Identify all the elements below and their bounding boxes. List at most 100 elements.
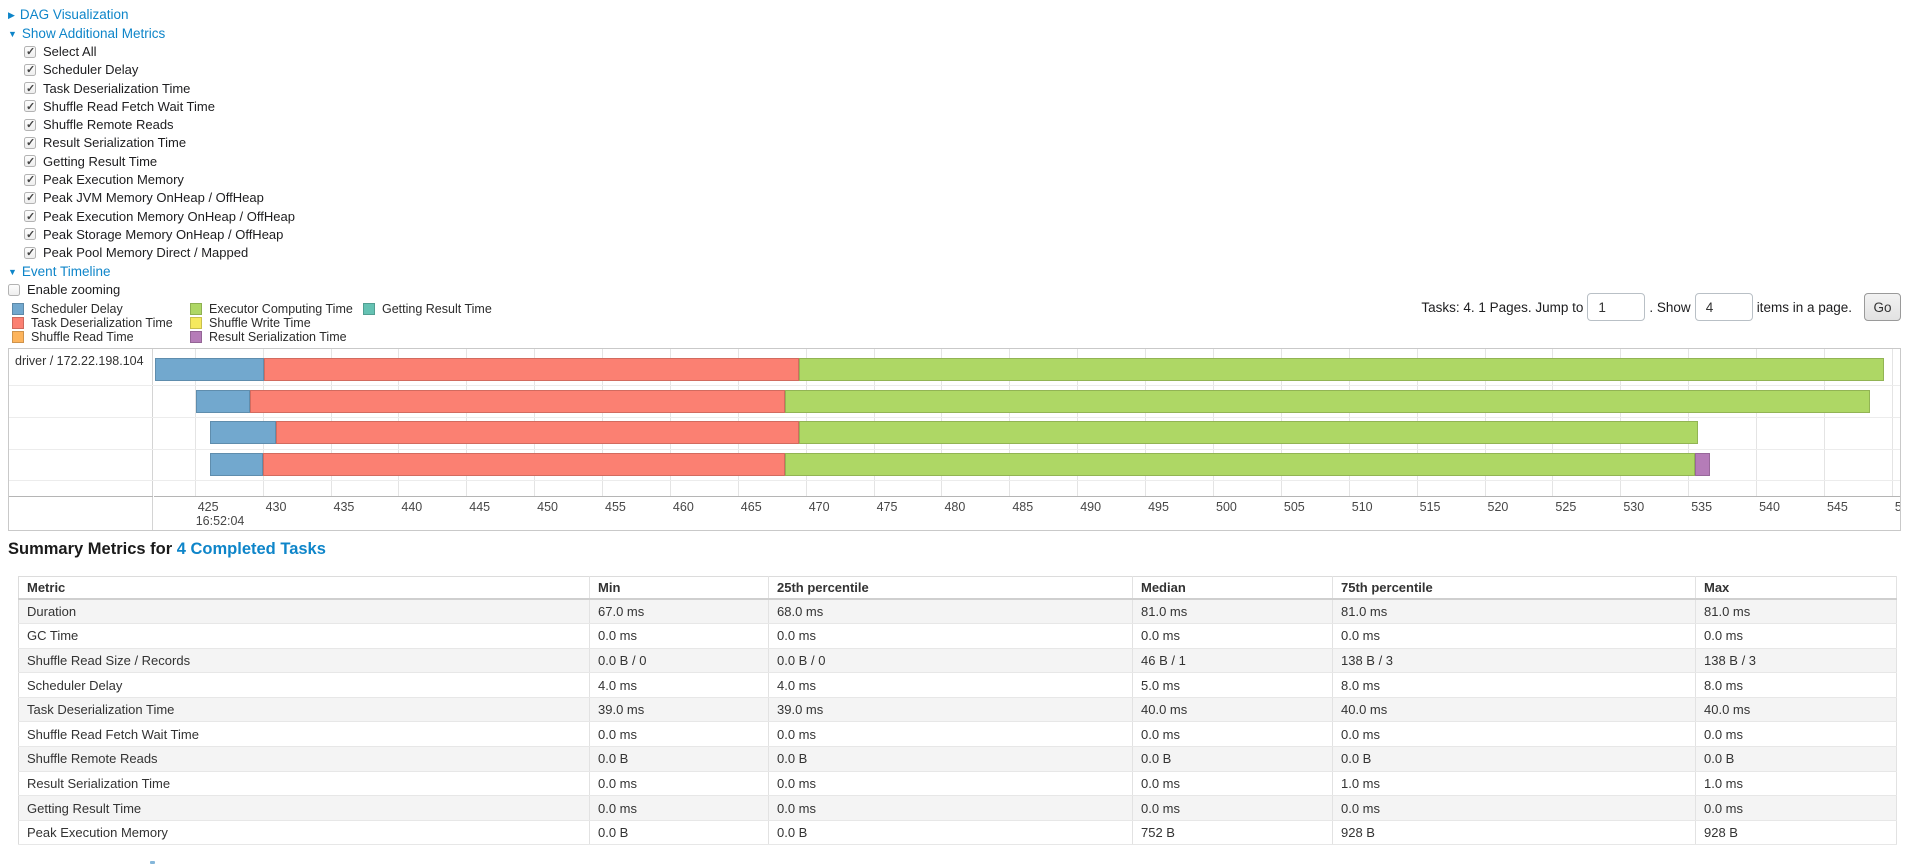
metric-checkbox-item[interactable]: Getting Result Time <box>24 153 295 171</box>
axis-tick-label: 535 <box>1691 500 1713 514</box>
row-separator <box>9 480 1900 482</box>
metric-checkbox-item[interactable]: Scheduler Delay <box>24 61 295 80</box>
task-bar-segment-task-deserialization[interactable] <box>263 358 799 381</box>
table-cell: 40.0 ms <box>1132 697 1333 723</box>
event-timeline-toggle[interactable]: ▼ Event Timeline <box>8 263 295 282</box>
table-cell: 40.0 ms <box>1332 697 1696 723</box>
task-bar-segment-executor-computing[interactable] <box>798 421 1698 444</box>
table-cell: 1.0 ms <box>1332 771 1696 797</box>
table-cell: 0.0 ms <box>589 623 769 649</box>
metric-checkbox-item[interactable]: Peak Pool Memory Direct / Mapped <box>24 244 295 263</box>
table-cell: 1.0 ms <box>1695 771 1897 797</box>
task-bar-segment-scheduler-delay[interactable] <box>196 389 251 413</box>
checkbox-label: Task Deserialization Time <box>43 80 191 96</box>
table-cell: 0.0 ms <box>768 721 1133 748</box>
table-row: Peak Execution Memory 0.0 B 0.0 B 752 B 928 … <box>18 820 1897 846</box>
show-additional-metrics-label: Show Additional Metrics <box>21 25 166 41</box>
table-cell: 138 B / 3 <box>1695 648 1897 674</box>
checkbox-label: Select All <box>43 44 97 59</box>
table-cell: 0.0 B / 0 <box>589 648 769 674</box>
table-cell: 0.0 B <box>1132 746 1333 772</box>
axis-tick-label: 545 <box>1826 500 1848 514</box>
enable-zooming-label: Enable zooming <box>27 282 121 298</box>
dag-visualization-label: DAG Visualization <box>19 7 129 22</box>
metric-checkbox-item[interactable]: Peak JVM Memory OnHeap / OffHeap <box>24 189 295 208</box>
checkbox-checked-icon <box>24 98 36 116</box>
table-cell: 0.0 B <box>589 820 769 846</box>
axis-tick-label: 470 <box>808 500 830 514</box>
task_deserialization-swatch-icon <box>12 316 24 329</box>
task-bar-segment-task-deserialization[interactable] <box>262 452 786 476</box>
table-cell: 928 B <box>1332 820 1696 846</box>
axis-tick-label: 460 <box>672 500 694 514</box>
table-cell: Shuffle Read Size / Records <box>18 648 590 674</box>
axis-tick-label: 480 <box>944 500 966 514</box>
legend-entry: Executor Computing Time <box>190 302 353 317</box>
timeline-plot-area <box>9 349 1900 496</box>
axis-tick-label: 450 <box>537 500 558 514</box>
task-bar-segment-scheduler-delay[interactable] <box>209 421 277 444</box>
metric-checkbox-item[interactable]: Shuffle Read Fetch Wait Time <box>24 98 295 116</box>
table-cell: 0.0 ms <box>589 771 769 797</box>
metric-checkbox-item[interactable]: Peak Execution Memory <box>24 171 295 189</box>
table-cell: 4.0 ms <box>589 672 769 698</box>
table-cell: Task Deserialization Time <box>18 697 590 723</box>
executor-group-label: driver / 172.22.198.104 <box>15 354 144 368</box>
checkbox-checked-icon <box>24 244 36 263</box>
task-bar-segment-scheduler-delay[interactable] <box>155 358 264 381</box>
timeline-x-axis: 425 430 435 440 445 450 455 460 465 470 475 480 485 4… <box>154 496 1900 530</box>
table-cell: Result Serialization Time <box>18 771 590 797</box>
table-cell: 138 B / 3 <box>1332 648 1696 674</box>
row-separator <box>9 448 1900 450</box>
pagination-summary-text: Tasks: 4. 1 Pages. Jump to <box>1421 299 1584 315</box>
metric-checkbox-item[interactable]: Shuffle Remote Reads <box>24 116 295 134</box>
table-cell: 39.0 ms <box>589 697 769 723</box>
items-per-page-input[interactable] <box>1694 293 1753 321</box>
metric-checkbox-item[interactable]: Result Serialization Time <box>24 134 295 153</box>
table-row: Scheduler Delay 4.0 ms 4.0 ms 5.0 ms 8.0 ms 8… <box>18 672 1897 698</box>
table-cell: 0.0 ms <box>1132 795 1333 821</box>
table-cell: 39.0 ms <box>768 697 1133 723</box>
task-bar-segment-result-serialization[interactable] <box>1694 452 1710 476</box>
table-cell: 0.0 ms <box>1132 623 1333 649</box>
task-bar-segment-scheduler-delay[interactable] <box>209 452 263 476</box>
table-row: Shuffle Read Fetch Wait Time 0.0 ms 0.0 ms… <box>18 721 1897 748</box>
table-cell: GC Time <box>18 623 590 649</box>
summary-title-text: Summary Metrics for <box>8 540 177 558</box>
axis-tick-label: 495 <box>1148 500 1169 514</box>
metric-checkbox-item[interactable]: Task Deserialization Time <box>24 80 295 98</box>
task-bar-segment-task-deserialization[interactable] <box>276 421 799 444</box>
collapsed-arrow-icon: ▶ <box>8 10 15 20</box>
timeline-legend: Scheduler Delay Task Deserialization Time… <box>8 302 568 347</box>
table-cell: 0.0 ms <box>1695 623 1897 649</box>
legend-entry: Task Deserialization Time <box>12 316 173 331</box>
table-cell: Shuffle Remote Reads <box>18 746 590 772</box>
metric-checkbox-item[interactable]: Peak Storage Memory OnHeap / OffHeap <box>24 226 295 244</box>
shuffle_write-swatch-icon <box>190 316 202 329</box>
task-bar-segment-executor-computing[interactable] <box>798 358 1884 381</box>
axis-gridline <box>1891 349 1893 496</box>
axis-tick-label: 505 <box>1283 500 1305 514</box>
metric-checkbox-item[interactable]: Select All <box>24 43 295 61</box>
axis-tick-label: 445 <box>469 500 491 514</box>
show-additional-metrics-toggle[interactable]: ▼ Show Additional Metrics <box>8 25 295 44</box>
completed-tasks-link[interactable]: 4 Completed Tasks <box>176 540 326 558</box>
enable-zooming-checkbox[interactable]: Enable zooming <box>8 281 295 299</box>
table-cell: Duration <box>18 599 590 625</box>
go-button[interactable]: Go <box>1864 293 1901 321</box>
jump-to-page-input[interactable] <box>1587 293 1646 321</box>
task-bar-segment-executor-computing[interactable] <box>785 389 1871 413</box>
axis-tick-label: 475 <box>876 500 898 514</box>
metric-checkbox-item[interactable]: Peak Execution Memory OnHeap / OffHeap <box>24 208 295 226</box>
task-bar-segment-executor-computing[interactable] <box>785 452 1695 476</box>
timeline-group-column: driver / 172.22.198.104 <box>9 349 153 530</box>
checkbox-checked-icon <box>24 171 36 189</box>
dag-visualization-toggle[interactable]: ▶ DAG Visualization <box>8 6 295 25</box>
table-cell: 0.0 ms <box>768 623 1133 649</box>
legend-entry: Shuffle Read Time <box>12 330 173 345</box>
task-bar-segment-task-deserialization[interactable] <box>250 389 786 413</box>
table-cell: 0.0 ms <box>768 771 1133 797</box>
table-cell: 0.0 B <box>1695 746 1897 772</box>
task-pagination: Tasks: 4. 1 Pages. Jump to . Show items … <box>1417 292 1901 322</box>
checkbox-checked-icon <box>24 153 36 171</box>
